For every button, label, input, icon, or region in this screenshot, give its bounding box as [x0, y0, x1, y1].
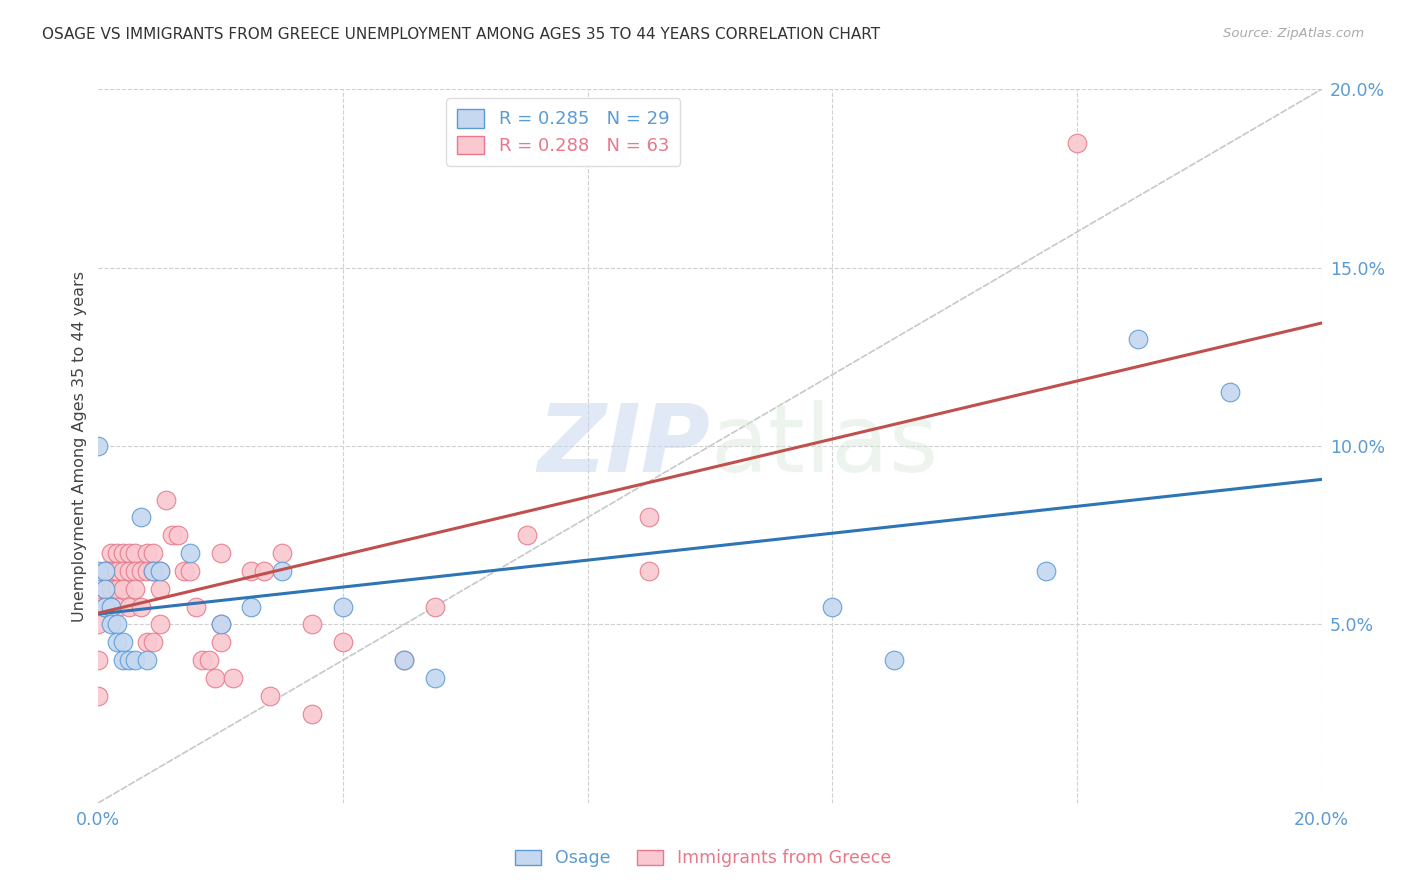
- Point: [111, 546, 134, 560]
- Point: [142, 564, 165, 578]
- Y-axis label: Unemployment Among Ages 35 to 44 years: Unemployment Among Ages 35 to 44 years: [72, 270, 87, 622]
- Text: ZIP: ZIP: [537, 400, 710, 492]
- Point: [301, 706, 323, 721]
- Point: [142, 564, 165, 578]
- Point: [209, 546, 232, 560]
- Point: [93, 564, 115, 578]
- Point: [1066, 136, 1088, 150]
- Point: [87, 439, 110, 453]
- Point: [118, 653, 141, 667]
- Point: [637, 510, 661, 524]
- Point: [136, 653, 159, 667]
- Point: [87, 689, 110, 703]
- Point: [259, 689, 281, 703]
- Point: [173, 564, 195, 578]
- Point: [142, 546, 165, 560]
- Point: [111, 635, 134, 649]
- Point: [111, 582, 134, 596]
- Point: [100, 582, 122, 596]
- Point: [301, 617, 323, 632]
- Point: [100, 546, 122, 560]
- Point: [118, 564, 141, 578]
- Point: [142, 635, 165, 649]
- Point: [118, 599, 141, 614]
- Point: [100, 564, 122, 578]
- Point: [149, 582, 172, 596]
- Point: [100, 617, 122, 632]
- Point: [100, 599, 122, 614]
- Point: [191, 653, 214, 667]
- Text: atlas: atlas: [710, 400, 938, 492]
- Point: [270, 564, 292, 578]
- Point: [124, 546, 146, 560]
- Point: [118, 546, 141, 560]
- Point: [883, 653, 905, 667]
- Point: [124, 653, 146, 667]
- Text: Source: ZipAtlas.com: Source: ZipAtlas.com: [1223, 27, 1364, 40]
- Point: [111, 653, 134, 667]
- Point: [87, 617, 110, 632]
- Point: [105, 635, 128, 649]
- Point: [87, 564, 110, 578]
- Point: [105, 599, 128, 614]
- Point: [392, 653, 416, 667]
- Legend: R = 0.285   N = 29, R = 0.288   N = 63: R = 0.285 N = 29, R = 0.288 N = 63: [446, 98, 681, 166]
- Point: [149, 564, 172, 578]
- Text: OSAGE VS IMMIGRANTS FROM GREECE UNEMPLOYMENT AMONG AGES 35 TO 44 YEARS CORRELATI: OSAGE VS IMMIGRANTS FROM GREECE UNEMPLOY…: [42, 27, 880, 42]
- Point: [332, 599, 354, 614]
- Point: [240, 564, 263, 578]
- Point: [240, 599, 263, 614]
- Point: [423, 599, 446, 614]
- Point: [252, 564, 274, 578]
- Point: [93, 564, 115, 578]
- Point: [124, 582, 146, 596]
- Point: [204, 671, 226, 685]
- Point: [105, 564, 128, 578]
- Point: [197, 653, 219, 667]
- Point: [516, 528, 538, 542]
- Point: [637, 564, 661, 578]
- Point: [392, 653, 416, 667]
- Point: [100, 564, 122, 578]
- Point: [105, 582, 128, 596]
- Point: [1035, 564, 1057, 578]
- Point: [186, 599, 208, 614]
- Point: [209, 635, 232, 649]
- Point: [124, 564, 146, 578]
- Point: [179, 564, 201, 578]
- Point: [155, 492, 177, 507]
- Point: [87, 653, 110, 667]
- Point: [149, 564, 172, 578]
- Point: [160, 528, 183, 542]
- Point: [1128, 332, 1150, 346]
- Point: [149, 617, 172, 632]
- Point: [105, 546, 128, 560]
- Point: [136, 546, 159, 560]
- Point: [167, 528, 190, 542]
- Point: [270, 546, 292, 560]
- Point: [93, 599, 115, 614]
- Point: [129, 599, 152, 614]
- Point: [129, 564, 152, 578]
- Point: [1219, 385, 1241, 400]
- Legend: Osage, Immigrants from Greece: Osage, Immigrants from Greece: [508, 843, 898, 874]
- Point: [209, 617, 232, 632]
- Point: [423, 671, 446, 685]
- Point: [93, 599, 115, 614]
- Point: [222, 671, 245, 685]
- Point: [111, 564, 134, 578]
- Point: [136, 564, 159, 578]
- Point: [93, 582, 115, 596]
- Point: [93, 582, 115, 596]
- Point: [129, 510, 152, 524]
- Point: [136, 635, 159, 649]
- Point: [105, 617, 128, 632]
- Point: [209, 617, 232, 632]
- Point: [93, 564, 115, 578]
- Point: [821, 599, 844, 614]
- Point: [87, 599, 110, 614]
- Point: [332, 635, 354, 649]
- Point: [179, 546, 201, 560]
- Point: [100, 599, 122, 614]
